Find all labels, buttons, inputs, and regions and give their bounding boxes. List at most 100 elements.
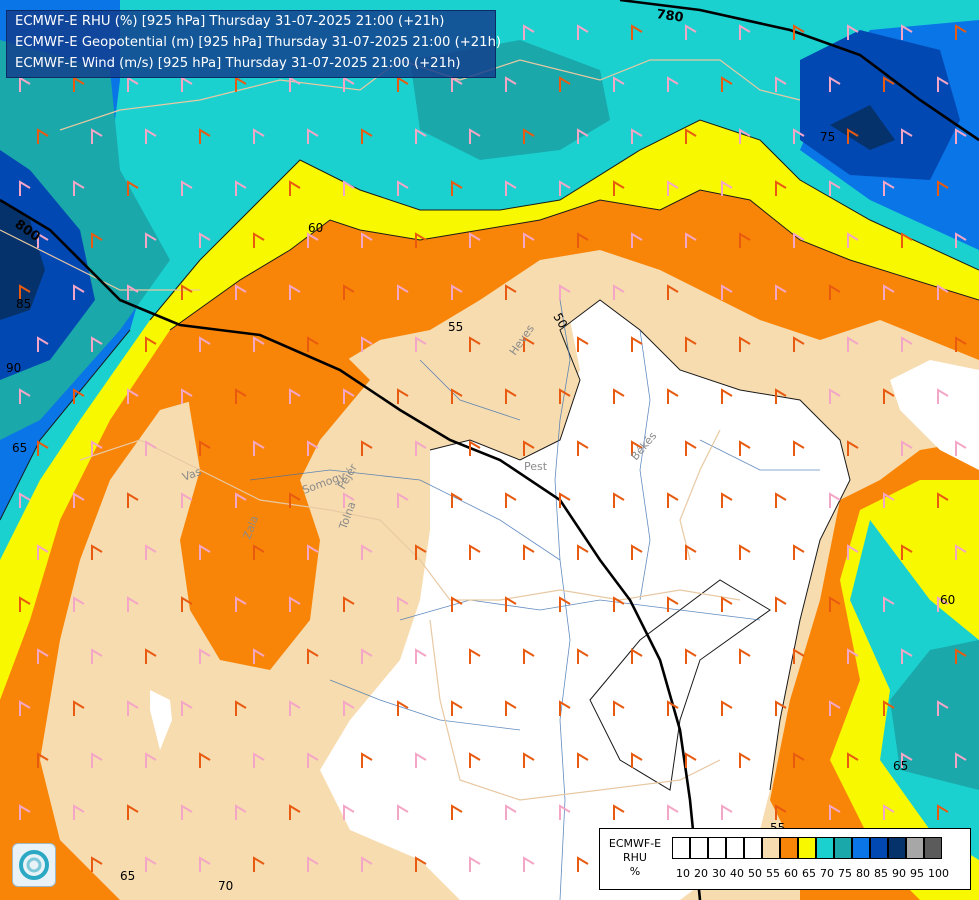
wind-barb <box>577 24 589 40</box>
wind-barb <box>667 700 679 716</box>
wind-barb <box>937 284 949 300</box>
wind-barb <box>73 180 85 196</box>
wind-barb <box>181 492 193 508</box>
map-title-panel: ECMWF-E RHU (%) [925 hPa] Thursday 31-07… <box>6 10 501 78</box>
wind-barb <box>613 804 625 820</box>
legend-swatch <box>816 837 834 859</box>
wind-barb <box>739 752 751 768</box>
wind-barb <box>937 804 949 820</box>
wind-barb <box>19 492 31 508</box>
wind-barb <box>739 232 751 248</box>
wind-barb <box>955 24 967 40</box>
wind-barb <box>577 336 589 352</box>
title-rhu: ECMWF-E RHU (%) [925 hPa] Thursday 31-07… <box>15 14 445 29</box>
wind-barb <box>469 752 481 768</box>
wind-barb <box>289 284 301 300</box>
logo-swirl-icon <box>19 850 49 880</box>
wind-barb <box>667 76 679 92</box>
wind-barb <box>721 804 733 820</box>
wind-barb <box>91 440 103 456</box>
wind-barb <box>307 440 319 456</box>
rivers <box>249 299 820 900</box>
wind-barb <box>667 388 679 404</box>
wind-barb <box>775 76 787 92</box>
wind-barb <box>181 180 193 196</box>
wind-barb <box>631 232 643 248</box>
wind-barb <box>73 76 85 92</box>
wind-barb <box>775 492 787 508</box>
wind-barb <box>127 804 139 820</box>
wind-barb <box>37 440 49 456</box>
wind-barb <box>505 76 517 92</box>
wind-barb <box>145 752 157 768</box>
wind-barb <box>613 388 625 404</box>
wind-barb <box>361 336 373 352</box>
wind-barb <box>631 648 643 664</box>
wind-barb <box>721 180 733 196</box>
wind-barb <box>199 336 211 352</box>
wind-barb <box>235 388 247 404</box>
wind-barb <box>901 336 913 352</box>
wind-barb <box>577 128 589 144</box>
wind-barb <box>631 752 643 768</box>
wind-barb <box>523 128 535 144</box>
wind-barb <box>937 76 949 92</box>
legend-tick-label: 85 <box>874 867 888 880</box>
legend-swatch <box>798 837 816 859</box>
wind-barb <box>127 492 139 508</box>
wind-barb <box>181 388 193 404</box>
wind-barb <box>793 752 805 768</box>
wind-barb <box>181 596 193 612</box>
wind-barb <box>559 804 571 820</box>
wind-barb <box>235 180 247 196</box>
wind-barb <box>667 596 679 612</box>
contour-label-75: 75 <box>820 130 835 144</box>
wind-barb <box>235 700 247 716</box>
legend-swatch <box>888 837 906 859</box>
wind-barb <box>937 700 949 716</box>
rhu-legend: ECMWF-E RHU % 10 20 30 40 50 55 60 65 70 75 80 85 90… <box>599 828 971 890</box>
wind-barb <box>235 76 247 92</box>
wind-barb <box>523 336 535 352</box>
wind-barb <box>721 284 733 300</box>
wind-barb <box>685 752 697 768</box>
wind-barb <box>847 128 859 144</box>
contour-label-60: 60 <box>308 221 323 235</box>
wind-barb <box>181 284 193 300</box>
wind-barb <box>361 648 373 664</box>
legend-tick-label: 20 <box>694 867 708 880</box>
wind-barb <box>415 856 427 872</box>
wind-barb <box>955 752 967 768</box>
wind-barb <box>847 752 859 768</box>
wind-barb <box>793 544 805 560</box>
band-navy-right <box>830 105 895 150</box>
legend-swatch <box>906 837 924 859</box>
wind-barb <box>235 804 247 820</box>
wind-barb <box>397 284 409 300</box>
wind-barb <box>775 388 787 404</box>
wind-barb <box>559 180 571 196</box>
legend-swatch <box>690 837 708 859</box>
wind-barb <box>253 232 265 248</box>
ecmwf-logo <box>12 843 56 887</box>
legend-swatch <box>672 837 690 859</box>
wind-barb <box>235 284 247 300</box>
wind-barb <box>829 284 841 300</box>
contour-label-60-east: 60 <box>940 593 955 607</box>
isoline-label-780: 780 <box>655 7 684 26</box>
wind-barb <box>415 232 427 248</box>
wind-barb <box>451 388 463 404</box>
wind-barb <box>19 804 31 820</box>
wind-barb <box>955 544 967 560</box>
wind-barb <box>793 232 805 248</box>
wind-barb <box>685 128 697 144</box>
wind-barb <box>469 856 481 872</box>
wind-barb <box>901 544 913 560</box>
wind-barb <box>73 596 85 612</box>
legend-swatch <box>744 837 762 859</box>
rhu-contours <box>0 119 979 791</box>
borders <box>0 59 801 801</box>
wind-barb <box>937 492 949 508</box>
